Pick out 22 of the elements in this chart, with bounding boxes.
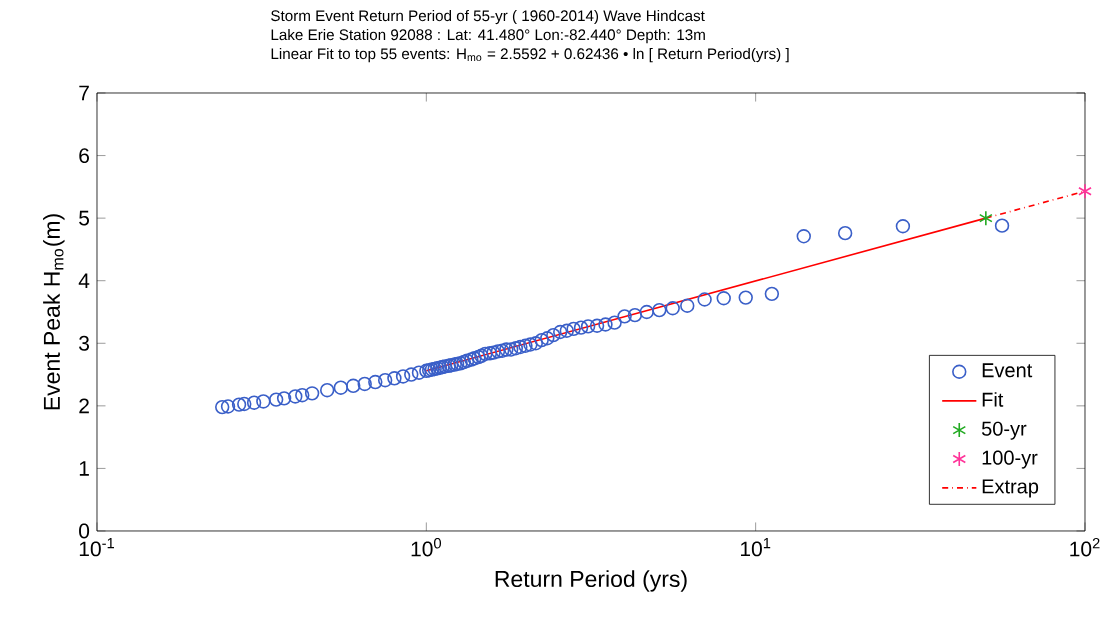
y-tick-label: 7 — [79, 85, 89, 101]
y-tick-label: 0 — [79, 523, 90, 539]
x-axis-title: Return Period (yrs) — [495, 570, 687, 592]
x-tick-label: 10$^{0}$ — [411, 538, 442, 557]
legend-label: Fit — [982, 392, 1004, 407]
text: Linear Fit to top 55 events: H$_{mo}$ = 2.5592 + 0.62436 • ln [ Return Period(yrs) ] — [271, 47, 789, 63]
y-tick-label: 5 — [79, 210, 90, 226]
y-tick-label: 4 — [78, 273, 90, 288]
y-tick-label: 6 — [79, 148, 90, 164]
legend-label: 100-yr — [982, 450, 1038, 469]
y-tick-label: 2 — [79, 398, 89, 414]
x-tick-label: 10$^{1}$ — [740, 538, 771, 557]
y-tick-label: 1 — [79, 461, 89, 476]
x-tick-label: 10$^{-1}$ — [79, 538, 114, 557]
legend-label: 50-yr — [981, 421, 1027, 440]
chart-subtitle: Lake Erie Station 92088 : Lat: 41.480° Lon:-82.440° Depth: 13m — [271, 28, 705, 44]
legend-label: Extrap — [982, 479, 1039, 498]
y-tick-label: 3 — [79, 335, 90, 351]
chart-title: Storm Event Return Period of 55-yr ( 1960-2014) Wave Hindcast — [271, 9, 705, 25]
x-tick-label: 10$^{2}$ — [1070, 538, 1100, 557]
y-axis-title: Event Peak H$_{mo}$(m) — [43, 214, 65, 410]
legend-label: Event — [982, 363, 1033, 378]
